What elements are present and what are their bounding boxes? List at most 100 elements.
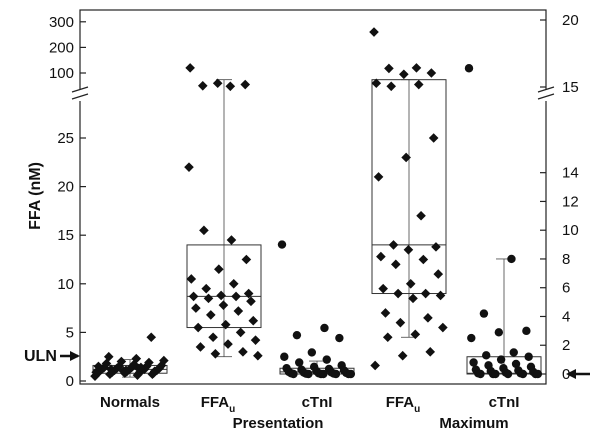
data-point-diamond xyxy=(214,264,224,275)
uln-label: ULN xyxy=(24,348,57,365)
data-point-diamond xyxy=(235,327,246,338)
data-point-circle xyxy=(482,351,491,360)
data-point-diamond xyxy=(420,288,431,299)
data-point-diamond xyxy=(416,210,426,221)
data-point-diamond xyxy=(241,254,252,265)
data-point-diamond xyxy=(386,81,397,92)
data-point-diamond xyxy=(413,79,424,90)
data-point-diamond xyxy=(195,342,206,352)
data-point-diamond xyxy=(438,322,448,333)
data-point-diamond xyxy=(91,367,101,378)
data-point-diamond xyxy=(121,365,131,376)
category-labels: Normals FFAu cTnI FFAu cTnI xyxy=(100,394,519,415)
section-label-presentation: Presentation xyxy=(233,415,324,432)
left-axis-ticks: 0 5 10 15 20 25 100 200 300 xyxy=(49,14,86,390)
category-label-text: FFA xyxy=(201,394,229,411)
data-point-diamond xyxy=(210,348,221,359)
group-pres_ffau xyxy=(184,63,263,361)
data-point-diamond xyxy=(243,288,254,299)
data-point-diamond xyxy=(144,357,154,368)
data-point-diamond xyxy=(129,359,139,370)
data-point-diamond xyxy=(116,356,127,367)
right-tick-label: 10 xyxy=(562,222,579,239)
left-tick-label: 200 xyxy=(49,39,74,56)
right-tick-label: 0 xyxy=(562,366,570,383)
data-point-circle xyxy=(322,355,331,364)
data-point-circle xyxy=(289,369,298,379)
category-label-max_ctni: cTnI xyxy=(489,394,520,411)
data-point-diamond xyxy=(185,63,195,73)
data-point-circle xyxy=(509,348,518,357)
data-point-diamond xyxy=(206,310,216,320)
data-point-circle xyxy=(496,355,506,364)
right-tick-label: 4 xyxy=(562,308,570,325)
category-label-text: FFA xyxy=(386,394,414,411)
right-axis-break-mark xyxy=(537,86,555,100)
data-point-diamond xyxy=(403,244,414,255)
data-point-circle xyxy=(304,369,313,379)
data-point-diamond xyxy=(203,293,214,304)
group-normals xyxy=(90,332,169,381)
data-point-diamond xyxy=(191,303,201,313)
data-point-diamond xyxy=(384,63,394,74)
data-point-circle xyxy=(469,358,478,367)
data-point-diamond xyxy=(226,235,237,245)
data-point-circle xyxy=(491,369,500,379)
data-point-diamond xyxy=(373,172,384,182)
data-point-diamond xyxy=(208,332,218,343)
data-point-circle xyxy=(280,352,289,361)
data-point-diamond xyxy=(154,363,165,374)
data-point-circle xyxy=(533,369,543,379)
data-point-diamond xyxy=(188,291,199,302)
left-axis-break-mark xyxy=(71,86,89,100)
right-tick-label: 15 xyxy=(562,79,579,96)
data-point-circle xyxy=(464,64,474,73)
data-point-circle xyxy=(511,359,521,369)
data-point-diamond xyxy=(246,296,256,307)
data-point-diamond xyxy=(250,335,261,345)
data-point-circle xyxy=(292,330,302,340)
data-point-diamond xyxy=(405,279,416,289)
group-pres_ctni xyxy=(277,240,356,379)
data-point-diamond xyxy=(399,69,409,80)
iqr-box xyxy=(371,79,447,295)
right-tick-label: 14 xyxy=(562,165,579,182)
data-point-diamond xyxy=(253,350,263,361)
left-tick-label: 15 xyxy=(57,227,74,244)
data-point-diamond xyxy=(131,353,142,364)
data-point-diamond xyxy=(431,242,441,252)
data-point-diamond xyxy=(238,347,248,357)
data-point-circle xyxy=(319,369,328,379)
y-axis-label: FFA (nM) xyxy=(27,162,44,230)
left-tick-label: 300 xyxy=(49,14,74,31)
data-point-diamond xyxy=(106,364,116,375)
data-point-circle xyxy=(524,352,533,361)
data-point-circle xyxy=(335,333,344,343)
data-point-circle xyxy=(277,240,287,249)
data-point-circle xyxy=(467,333,476,343)
data-point-diamond xyxy=(228,279,239,289)
data-point-circle xyxy=(494,328,504,337)
data-point-diamond xyxy=(371,78,382,89)
data-point-diamond xyxy=(184,162,194,172)
data-point-diamond xyxy=(90,371,100,381)
data-point-diamond xyxy=(380,308,391,318)
data-point-diamond xyxy=(216,290,226,301)
data-point-diamond xyxy=(199,225,209,236)
left-tick-label: 5 xyxy=(66,324,74,341)
data-point-circle xyxy=(518,369,528,379)
left-tick-label: 100 xyxy=(49,65,74,82)
section-label-maximum: Maximum xyxy=(439,415,508,432)
data-point-diamond xyxy=(435,290,446,301)
data-point-diamond xyxy=(148,368,159,379)
category-label-normals: Normals xyxy=(100,394,160,411)
category-label-subscript: u xyxy=(414,404,420,415)
left-tick-label: 10 xyxy=(57,276,74,293)
data-point-diamond xyxy=(369,27,379,37)
left-tick-label: 25 xyxy=(57,130,74,147)
data-point-diamond xyxy=(411,63,422,73)
right-zero-arrow-head xyxy=(566,369,576,379)
data-point-circle xyxy=(307,348,317,357)
category-label-max_ffau: FFAu xyxy=(386,394,420,415)
